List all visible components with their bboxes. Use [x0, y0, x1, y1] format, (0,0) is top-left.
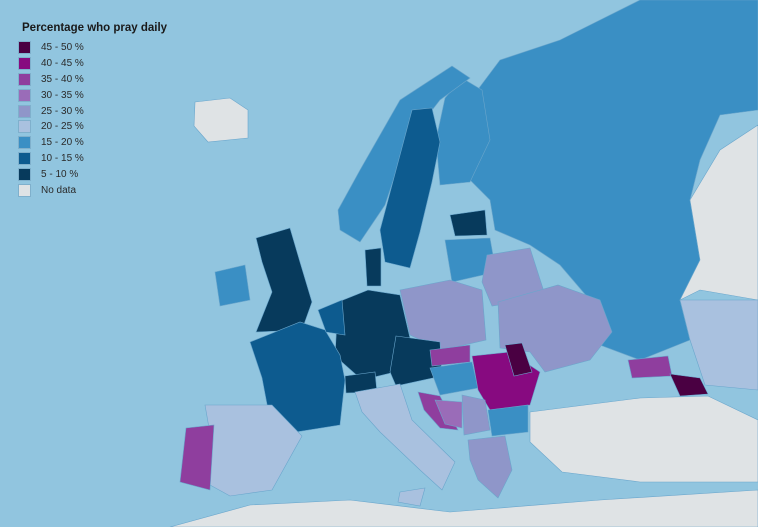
region-denmark	[364, 247, 382, 287]
legend-item: 20 - 25 %	[18, 119, 167, 135]
legend-title: Percentage who pray daily	[22, 22, 168, 34]
legend-swatch	[18, 57, 31, 71]
legend-item: 10 - 15 %	[18, 151, 167, 167]
region-africa	[169, 489, 758, 527]
region-ireland	[214, 264, 251, 307]
legend-swatch	[18, 167, 31, 181]
region-bosnia	[434, 399, 463, 429]
region-portugal	[179, 424, 215, 491]
region-iceland	[193, 97, 249, 143]
legend-label: 35 - 40 %	[41, 73, 84, 85]
region-benelux	[317, 299, 346, 336]
legend-label: 5 - 10 %	[41, 168, 79, 180]
region-caucasus-north	[627, 355, 673, 379]
legend-label: No data	[41, 184, 77, 196]
legend-label: 25 - 30 %	[41, 105, 84, 117]
legend-label: 45 - 50 %	[41, 42, 84, 54]
region-east-nodata	[679, 124, 758, 301]
legend-swatch	[18, 120, 31, 134]
legend-item: 15 - 20 %	[18, 135, 167, 151]
legend-label: 40 - 45 %	[41, 58, 84, 70]
legend-item: 25 - 30 %	[18, 103, 167, 119]
region-estonia	[449, 209, 488, 237]
legend-item: 35 - 40 %	[18, 72, 167, 88]
region-turkey	[529, 395, 758, 483]
legend-swatch	[18, 104, 31, 118]
region-serbia	[461, 394, 491, 436]
region-italy	[354, 383, 456, 507]
legend-item: 5 - 10 %	[18, 166, 167, 182]
legend-swatch	[18, 151, 31, 165]
region-france	[249, 321, 346, 433]
legend-swatch	[18, 72, 31, 86]
region-sweden	[379, 107, 441, 269]
legend-item: 30 - 35 %	[18, 87, 167, 103]
region-uk	[255, 227, 313, 333]
region-moldova	[504, 342, 533, 377]
region-poland	[399, 279, 487, 351]
region-kazakhstan	[679, 299, 758, 391]
legend-item: 45 - 50 %	[18, 40, 167, 56]
legend-item: 40 - 45 %	[18, 56, 167, 72]
legend-label: 30 - 35 %	[41, 89, 84, 101]
region-norway	[337, 65, 471, 243]
region-bulgaria	[487, 404, 529, 437]
legend-label: 15 - 20 %	[41, 137, 84, 149]
legend-swatch	[18, 183, 31, 197]
region-hungary	[429, 361, 479, 396]
legend-swatch	[18, 88, 31, 102]
region-georgia-armenia	[669, 373, 709, 397]
legend-swatch	[18, 136, 31, 150]
region-czech-austria	[389, 335, 443, 387]
legend-item: No data	[18, 182, 167, 198]
region-greece	[467, 435, 513, 499]
legend-swatch	[18, 41, 31, 55]
legend: Percentage who pray daily 45 - 50 % 40 - …	[18, 22, 167, 198]
legend-label: 10 - 15 %	[41, 152, 84, 164]
legend-label: 20 - 25 %	[41, 121, 84, 133]
